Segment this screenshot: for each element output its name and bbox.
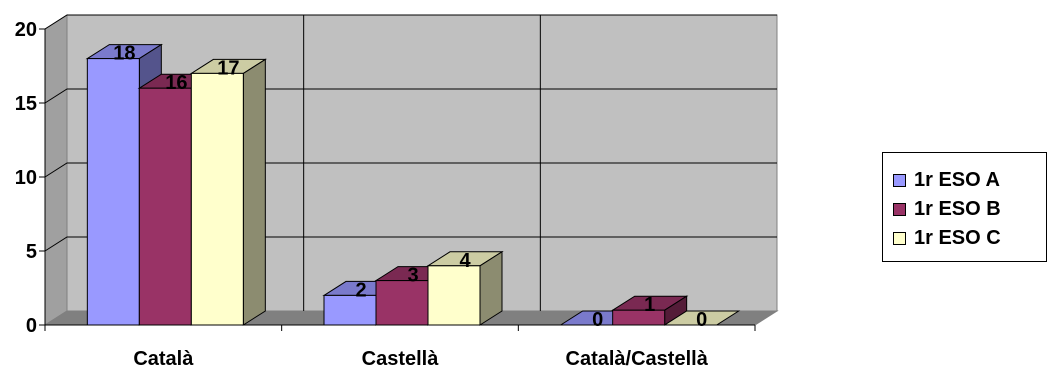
data-label-1r-eso-a-castell: 2	[355, 279, 366, 301]
legend-item-1r-eso-b: 1r ESO B	[893, 198, 1001, 221]
bar-1r-eso-b-castell-front	[375, 280, 429, 326]
legend-item-1r-eso-a: 1r ESO A	[893, 169, 1000, 192]
x-tick-label-castell: Castellà	[362, 348, 440, 370]
y-tick-label-10: 10	[15, 167, 37, 189]
bar-1r-eso-c-catal-side	[242, 58, 266, 326]
legend-item-1r-eso-c: 1r ESO C	[893, 227, 1001, 250]
data-label-1r-eso-b-castell: 3	[407, 265, 418, 287]
x-tick-label-catal-castell: Català/Castellà	[566, 348, 709, 370]
y-tick-label-20: 20	[15, 19, 37, 41]
bar-1r-eso-c-castell	[426, 250, 504, 326]
bar-1r-eso-b-catal-castell-front	[612, 309, 666, 326]
legend-swatch-1r-eso-b	[893, 203, 906, 216]
bar-1r-eso-c-catal	[189, 58, 268, 326]
bar-1r-eso-c-catal-castell	[662, 310, 741, 326]
bar-1r-eso-b-catal-front	[138, 87, 192, 326]
data-label-1r-eso-c-catal-castell: 0	[696, 309, 707, 331]
y-tick-label-15: 15	[15, 93, 37, 115]
bar-1r-eso-a-castell-front	[323, 294, 377, 326]
legend-swatch-1r-eso-a	[893, 174, 906, 187]
legend-label-1r-eso-b: 1r ESO B	[914, 198, 1001, 220]
legend-swatch-1r-eso-c	[893, 232, 906, 245]
bar-1r-eso-c-catal-castell-top	[662, 310, 741, 326]
bar-1r-eso-c-castell-front	[427, 265, 481, 326]
bar-1r-eso-c-catal-front	[190, 72, 244, 326]
data-label-1r-eso-c-catal: 17	[217, 57, 239, 79]
data-label-1r-eso-a-catal: 18	[113, 43, 135, 65]
legend-label-1r-eso-c: 1r ESO C	[914, 227, 1001, 249]
data-label-1r-eso-b-catal-castell: 1	[644, 294, 655, 316]
y-tick-label-5: 5	[26, 241, 37, 263]
data-label-1r-eso-b-catal: 16	[165, 72, 187, 94]
bar-1r-eso-b-catal-castell	[610, 295, 689, 326]
x-tick-label-catal: Català	[133, 348, 194, 370]
data-label-1r-eso-a-catal-castell: 0	[592, 309, 603, 331]
legend-label-1r-eso-a: 1r ESO A	[914, 169, 1000, 191]
data-label-1r-eso-c-castell: 4	[459, 250, 471, 272]
chart-legend: 1r ESO A 1r ESO B 1r ESO C	[882, 152, 1047, 262]
y-tick-label-0: 0	[26, 315, 37, 337]
bar-1r-eso-a-catal-front	[86, 58, 140, 326]
